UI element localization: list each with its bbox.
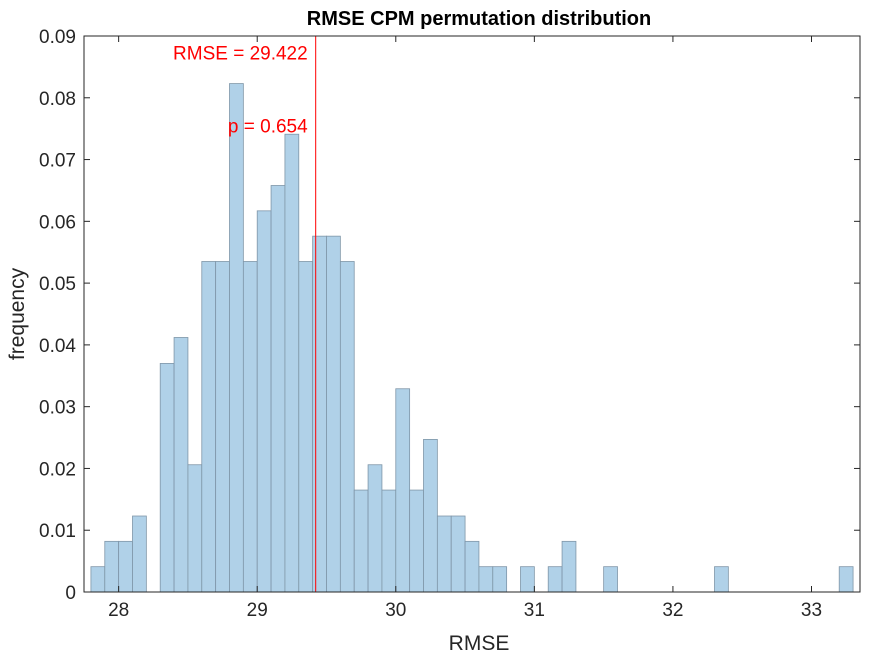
y-tick-label: 0.06 — [39, 212, 76, 233]
y-tick-label: 0.07 — [39, 151, 76, 172]
histogram-bar — [367, 464, 383, 593]
x-tick-label: 30 — [385, 600, 406, 621]
x-tick-label: 33 — [801, 600, 822, 621]
histogram-bar — [201, 261, 217, 593]
y-tick-label: 0.09 — [39, 27, 76, 48]
reference-line-group: RMSE = 29.422 p = 0.654 — [173, 36, 317, 592]
histogram-bar — [118, 540, 133, 593]
histogram-bar — [423, 439, 438, 593]
x-axis-ticks: 28 29 30 31 32 33 — [108, 36, 822, 621]
histogram-bar — [450, 515, 466, 593]
histogram-bar — [838, 566, 854, 593]
x-tick-label: 29 — [247, 600, 268, 621]
y-tick-label: 0.03 — [39, 398, 76, 419]
histogram-bar — [256, 210, 272, 593]
y-tick-label: 0.01 — [39, 521, 76, 542]
histogram-bar — [478, 566, 494, 593]
x-tick-label: 31 — [524, 600, 545, 621]
x-axis-label: RMSE — [449, 632, 510, 655]
histogram-bar — [520, 566, 535, 593]
p-value-annotation: p = 0.654 — [228, 116, 308, 137]
histogram-bar — [284, 133, 300, 593]
histogram-bar — [395, 388, 411, 593]
x-tick-label: 32 — [662, 600, 683, 621]
histogram-bar — [714, 566, 729, 593]
y-tick-label: 0.02 — [39, 459, 76, 480]
histogram-bar — [90, 566, 106, 593]
histogram-bar — [242, 261, 258, 593]
chart-title: RMSE CPM permutation distribution — [307, 8, 651, 30]
y-tick-label: 0.04 — [39, 336, 76, 357]
histogram-bar — [547, 566, 563, 593]
y-axis-label: frequency — [6, 267, 29, 360]
histogram-bar — [173, 337, 189, 593]
histogram-bar — [436, 515, 452, 593]
rmse-annotation: RMSE = 29.422 — [173, 43, 308, 64]
histogram-bar — [464, 540, 480, 593]
histogram-bar — [561, 540, 577, 593]
histogram-bar — [381, 489, 397, 593]
histogram-bar — [270, 185, 286, 593]
axes-box — [83, 35, 861, 593]
histogram-bar — [339, 261, 355, 593]
y-axis-ticks: 0 0.01 0.02 0.03 0.04 0.05 0.06 0.07 0.08 0.09 — [39, 27, 860, 604]
y-tick-label: 0 — [65, 583, 76, 604]
y-tick-label: 0.05 — [39, 274, 76, 295]
histogram-bar — [353, 489, 369, 593]
histogram-bar — [159, 363, 175, 593]
histogram-bar — [132, 515, 147, 593]
histogram-bar — [229, 83, 244, 593]
histogram-bar — [603, 566, 618, 593]
x-tick-label: 28 — [108, 600, 129, 621]
y-tick-label: 0.08 — [39, 89, 76, 110]
histogram-bar — [312, 235, 327, 593]
histogram-bar — [298, 261, 314, 593]
histogram-bar — [409, 489, 424, 593]
histogram-bar — [492, 566, 508, 593]
histogram-bar — [215, 261, 230, 593]
histogram-bar — [187, 464, 203, 593]
histogram-bar — [326, 235, 341, 593]
histogram-bar — [104, 540, 120, 593]
